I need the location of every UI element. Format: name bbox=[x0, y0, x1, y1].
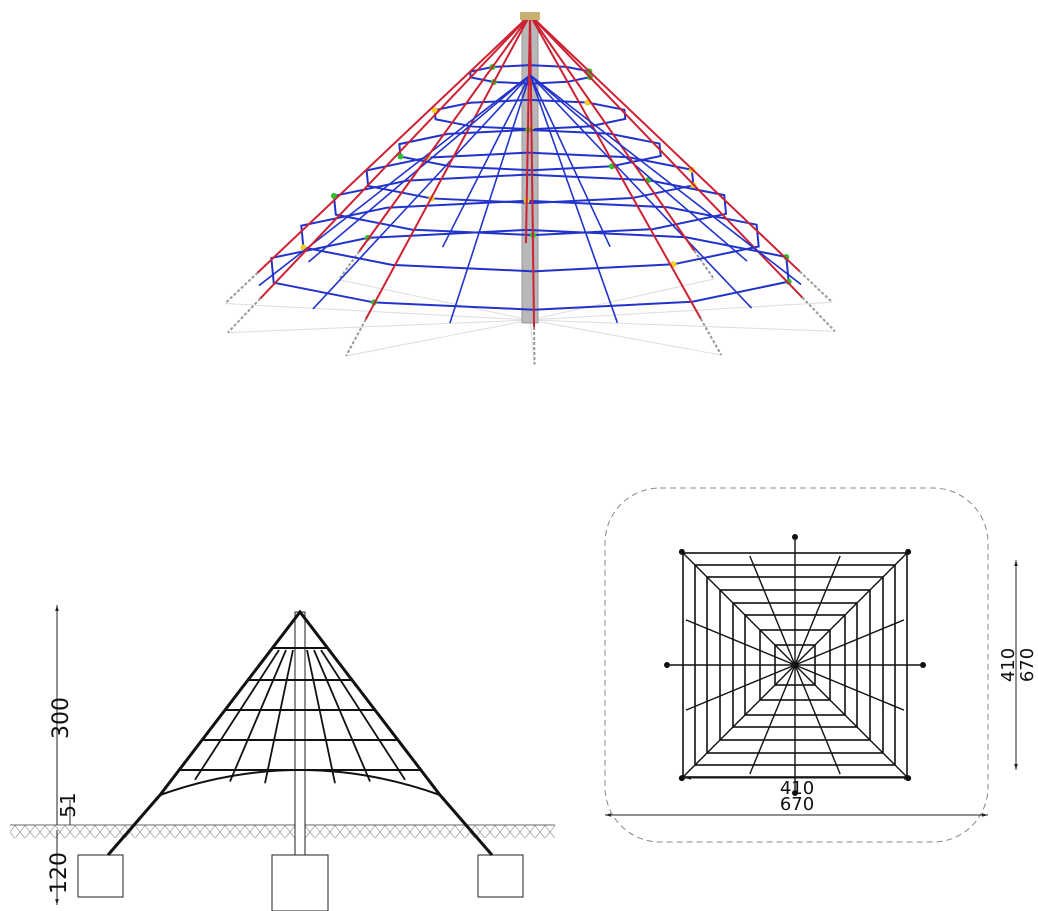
net-rope bbox=[320, 649, 406, 781]
ground-shadow bbox=[529, 319, 835, 332]
foundation bbox=[77, 854, 124, 898]
ground-shadow bbox=[345, 319, 531, 357]
net-rope bbox=[449, 74, 531, 324]
net-rope bbox=[529, 74, 802, 286]
net-rope bbox=[229, 649, 287, 782]
net-rope bbox=[794, 664, 841, 775]
anchor bbox=[905, 548, 912, 555]
net-rope bbox=[794, 555, 841, 666]
top-view: 410 670 410 670 bbox=[604, 487, 1038, 843]
anchor bbox=[664, 662, 670, 668]
connector bbox=[330, 192, 337, 199]
chain bbox=[699, 318, 723, 356]
net-rope bbox=[264, 649, 294, 784]
chain bbox=[345, 318, 367, 357]
main-rope bbox=[364, 14, 531, 320]
anchor bbox=[792, 534, 798, 540]
chain bbox=[799, 270, 833, 303]
chain bbox=[693, 250, 715, 280]
net-rope bbox=[313, 649, 371, 782]
net-rope bbox=[681, 664, 796, 779]
ground-shadow bbox=[529, 319, 722, 356]
anchor bbox=[678, 548, 685, 555]
dim-label: 670 bbox=[1017, 648, 1038, 682]
net-rope bbox=[194, 649, 280, 781]
dim-label: 410 bbox=[780, 778, 814, 799]
anchor bbox=[678, 775, 685, 782]
net-ring bbox=[270, 228, 790, 311]
safety-zone bbox=[604, 487, 989, 843]
dim-label: 51 bbox=[56, 792, 80, 817]
perspective-view bbox=[224, 12, 836, 365]
dim-label: 300 bbox=[49, 697, 74, 739]
net-rope bbox=[529, 74, 748, 262]
main-rope bbox=[529, 14, 696, 252]
net-rope bbox=[749, 555, 796, 666]
dim-label: 120 bbox=[47, 852, 72, 894]
net-rope bbox=[685, 664, 796, 711]
dim-label: 410 bbox=[998, 648, 1019, 682]
net-rope bbox=[685, 619, 796, 666]
ground-shadow bbox=[225, 302, 531, 321]
net-rope bbox=[794, 619, 905, 666]
net-rope bbox=[312, 74, 531, 310]
main-rope bbox=[106, 609, 494, 856]
side-view: 300 51 120 bbox=[10, 605, 555, 911]
net-rope bbox=[794, 551, 909, 666]
chain bbox=[224, 271, 259, 305]
connector bbox=[431, 107, 438, 114]
net-rope bbox=[794, 664, 905, 711]
net-rope bbox=[681, 551, 796, 666]
net-rope bbox=[529, 74, 611, 248]
foundation bbox=[477, 854, 524, 898]
foundation bbox=[271, 854, 329, 911]
main-rope bbox=[259, 14, 531, 300]
net-rope bbox=[749, 664, 796, 775]
connector bbox=[397, 153, 404, 160]
net-rope bbox=[794, 664, 909, 779]
net-ring bbox=[398, 128, 662, 172]
net-rope bbox=[529, 74, 753, 309]
net-rope bbox=[441, 74, 531, 248]
net-rope bbox=[159, 768, 441, 796]
ground-shadow bbox=[227, 319, 531, 334]
anchor bbox=[792, 790, 798, 796]
net-rope bbox=[258, 74, 531, 287]
net-rope bbox=[306, 649, 336, 784]
net-ring bbox=[300, 199, 760, 273]
main-rope bbox=[524, 14, 531, 244]
ground-shadow bbox=[529, 301, 833, 321]
main-rope bbox=[358, 14, 531, 252]
chain bbox=[227, 297, 261, 334]
main-rope bbox=[529, 14, 536, 328]
dim-label: 670 bbox=[780, 794, 814, 815]
chain bbox=[337, 250, 361, 281]
main-rope bbox=[257, 14, 531, 274]
anchor bbox=[920, 662, 926, 668]
main-rope bbox=[529, 14, 801, 273]
ground-shadow bbox=[338, 279, 531, 321]
chain bbox=[801, 296, 836, 332]
net-rope bbox=[529, 74, 619, 324]
anchor bbox=[905, 775, 912, 782]
pole-cap bbox=[520, 12, 540, 20]
ground-shadow bbox=[529, 278, 715, 321]
main-rope bbox=[529, 14, 702, 320]
ground bbox=[10, 825, 555, 838]
